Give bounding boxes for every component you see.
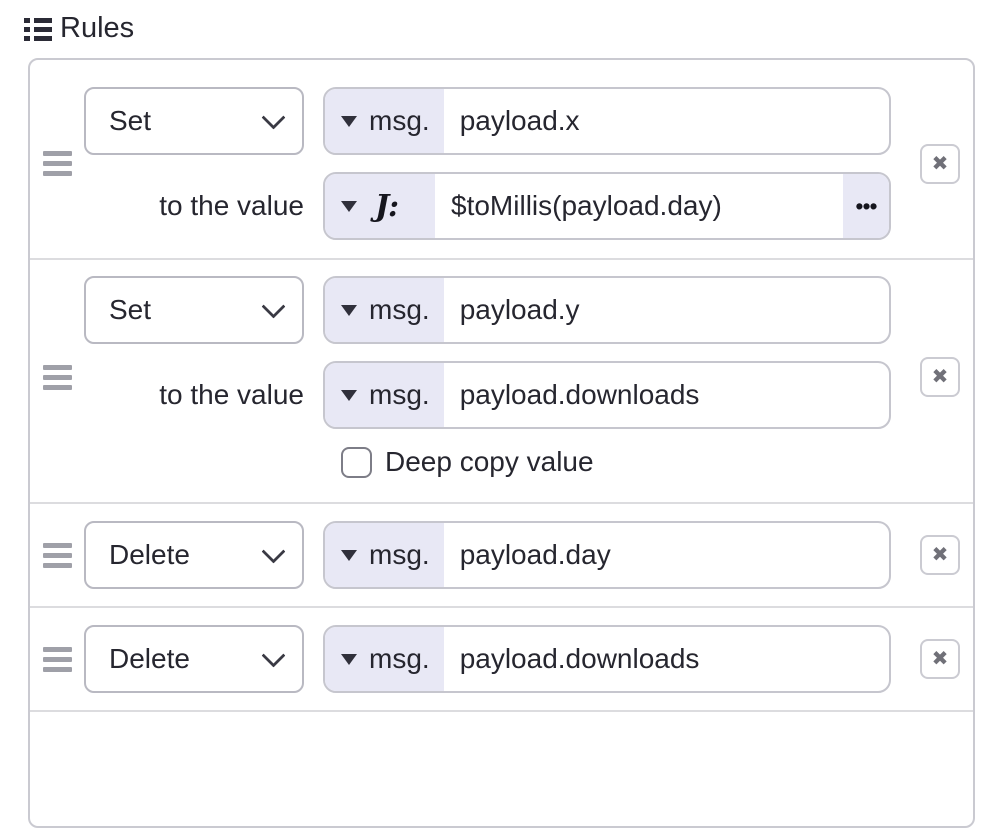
delete-rule-button[interactable]: ✖ bbox=[920, 143, 960, 184]
action-select[interactable]: Set bbox=[84, 276, 304, 344]
action-select-value: Delete bbox=[109, 643, 190, 674]
property-input[interactable] bbox=[443, 278, 889, 342]
caret-down-icon bbox=[341, 653, 357, 665]
delete-rule-button[interactable]: ✖ bbox=[920, 639, 960, 679]
rules-title: Rules bbox=[60, 12, 135, 44]
property-input[interactable] bbox=[443, 89, 889, 153]
value-type-button[interactable]: msg. bbox=[325, 363, 444, 427]
expand-expression-button[interactable]: ••• bbox=[843, 174, 889, 238]
deep-copy-label: Deep copy value bbox=[385, 446, 594, 477]
rule-row-1: Set msg. to the value J: bbox=[30, 60, 973, 258]
action-select[interactable]: Delete bbox=[84, 625, 304, 693]
rules-end-divider bbox=[30, 710, 973, 732]
rules-list: Set msg. to the value J: bbox=[28, 58, 975, 828]
delete-rule-button[interactable]: ✖ bbox=[920, 535, 960, 575]
value-type-button[interactable]: J: bbox=[325, 174, 435, 238]
value-typedinput: J: ••• bbox=[323, 172, 891, 240]
close-icon: ✖ bbox=[931, 544, 949, 566]
rules-header: Rules bbox=[24, 12, 134, 45]
caret-down-icon bbox=[341, 304, 357, 316]
property-type-label: msg. bbox=[369, 294, 430, 325]
chevron-down-icon bbox=[261, 539, 286, 564]
value-input[interactable] bbox=[435, 174, 843, 238]
ellipsis-icon: ••• bbox=[855, 192, 877, 219]
drag-handle[interactable] bbox=[42, 646, 72, 672]
rule-row-4: Delete msg. ✖ bbox=[30, 606, 973, 710]
chevron-down-icon bbox=[261, 643, 286, 668]
value-type-label: msg. bbox=[369, 379, 430, 410]
chevron-down-icon bbox=[261, 294, 286, 319]
deep-copy-checkbox[interactable] bbox=[341, 446, 372, 478]
property-type-label: msg. bbox=[369, 643, 430, 674]
action-select[interactable]: Delete bbox=[84, 521, 304, 589]
list-icon bbox=[24, 18, 52, 41]
property-typedinput: msg. bbox=[323, 521, 891, 589]
close-icon: ✖ bbox=[931, 366, 949, 388]
close-icon: ✖ bbox=[931, 648, 949, 670]
to-the-value-label: to the value bbox=[159, 379, 304, 410]
property-type-button[interactable]: msg. bbox=[325, 523, 444, 587]
caret-down-icon bbox=[341, 549, 357, 561]
property-type-button[interactable]: msg. bbox=[325, 89, 444, 153]
property-input[interactable] bbox=[443, 627, 889, 691]
drag-handle[interactable] bbox=[42, 364, 72, 390]
property-input[interactable] bbox=[443, 523, 889, 587]
value-typedinput: msg. bbox=[323, 361, 891, 429]
delete-rule-button[interactable]: ✖ bbox=[920, 357, 960, 397]
action-select-value: Set bbox=[109, 105, 152, 136]
close-icon: ✖ bbox=[931, 152, 949, 175]
property-typedinput: msg. bbox=[323, 87, 891, 155]
caret-down-icon bbox=[341, 200, 357, 212]
property-type-label: msg. bbox=[369, 539, 430, 570]
jsonata-expression-icon: J: bbox=[375, 188, 400, 224]
property-type-button[interactable]: msg. bbox=[325, 627, 444, 691]
property-typedinput: msg. bbox=[323, 276, 891, 344]
drag-handle[interactable] bbox=[42, 542, 72, 568]
value-input[interactable] bbox=[443, 363, 889, 427]
chevron-down-icon bbox=[261, 105, 286, 130]
drag-handle[interactable] bbox=[42, 151, 72, 176]
rule-row-2: Set msg. to the value ms bbox=[30, 258, 973, 502]
action-select[interactable]: Set bbox=[84, 87, 304, 155]
action-select-value: Delete bbox=[109, 539, 190, 570]
property-typedinput: msg. bbox=[323, 625, 891, 693]
caret-down-icon bbox=[341, 389, 357, 401]
caret-down-icon bbox=[341, 115, 357, 127]
rule-row-3: Delete msg. ✖ bbox=[30, 502, 973, 606]
property-type-button[interactable]: msg. bbox=[325, 278, 444, 342]
to-the-value-label: to the value bbox=[159, 190, 304, 221]
property-type-label: msg. bbox=[369, 105, 430, 136]
action-select-value: Set bbox=[109, 294, 152, 325]
